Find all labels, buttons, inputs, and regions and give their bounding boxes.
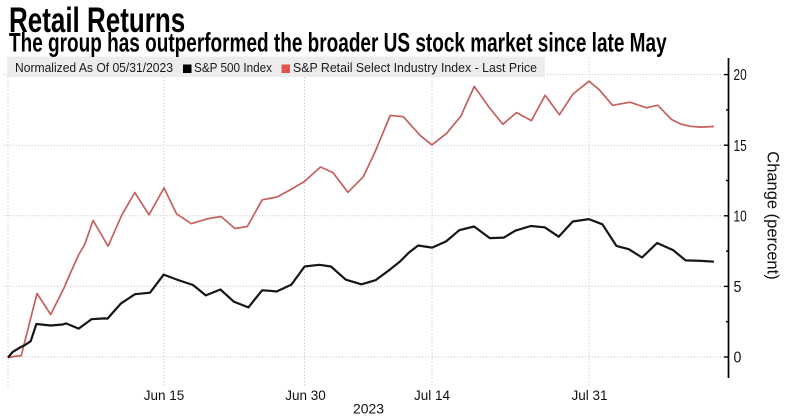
svg-text:S&P 500 Index: S&P 500 Index <box>194 61 273 75</box>
svg-text:5: 5 <box>734 279 742 296</box>
svg-text:S&P Retail Select Industry Ind: S&P Retail Select Industry Index - Last … <box>293 61 537 75</box>
svg-text:The group has outperformed the: The group has outperformed the broader U… <box>9 27 667 57</box>
svg-text:Normalized As Of 05/31/2023: Normalized As Of 05/31/2023 <box>15 61 173 75</box>
svg-text:Jun 30: Jun 30 <box>285 388 326 403</box>
svg-text:Jul 31: Jul 31 <box>571 388 607 403</box>
svg-text:Jun 15: Jun 15 <box>144 388 185 403</box>
svg-text:Jul 14: Jul 14 <box>414 388 451 403</box>
svg-text:20: 20 <box>734 67 747 84</box>
svg-text:Change (percent): Change (percent) <box>764 151 782 279</box>
svg-text:Retail Returns: Retail Returns <box>9 0 185 40</box>
svg-text:10: 10 <box>734 208 747 225</box>
svg-text:0: 0 <box>734 350 742 367</box>
svg-text:15: 15 <box>734 138 747 155</box>
svg-text:2023: 2023 <box>353 401 384 417</box>
